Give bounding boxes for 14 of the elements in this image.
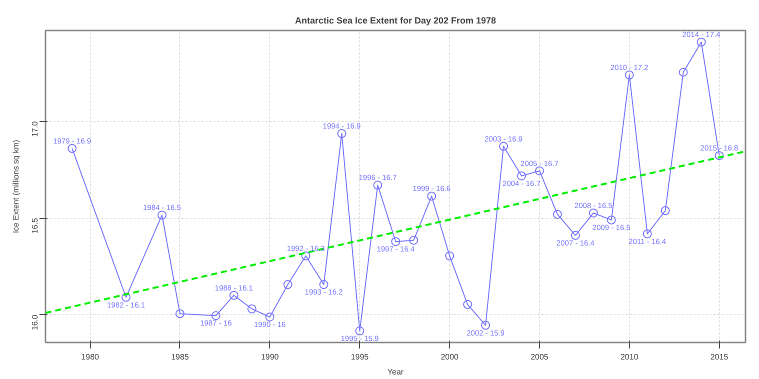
y-axis-title: Ice Extent (millions sq km): [12, 139, 20, 234]
x-tick-label: 2010: [620, 352, 639, 362]
x-tick-label: 1980: [81, 352, 100, 362]
x-tick-label: 1995: [350, 352, 370, 362]
y-tick-label: 16.0: [30, 314, 40, 330]
x-tick-label: 2000: [440, 352, 460, 362]
y-tick-label: 17.0: [30, 120, 40, 137]
x-tick-label: 2005: [530, 352, 549, 362]
x-axis-title: Year: [387, 368, 404, 376]
x-tick-label: 1990: [260, 352, 280, 362]
chart-title: Antarctic Sea Ice Extent for Day 202 From 1978: [294, 16, 496, 26]
y-tick-label: 16.5: [30, 217, 40, 234]
x-tick-label: 1985: [171, 352, 190, 362]
x-tick-label: 2015: [710, 352, 729, 362]
